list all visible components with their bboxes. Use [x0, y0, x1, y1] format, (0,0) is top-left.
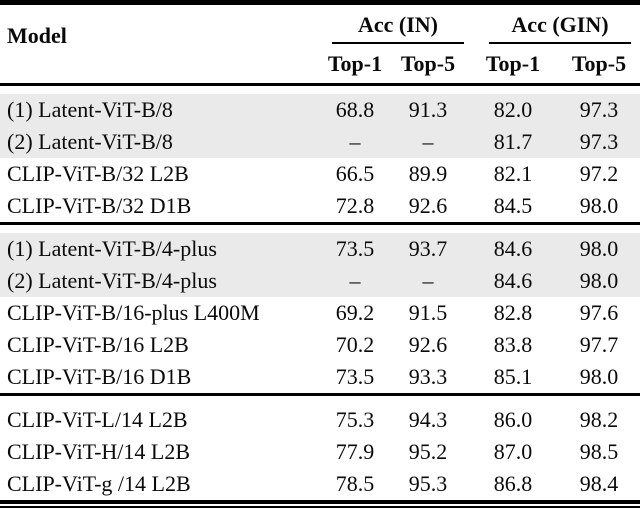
- table-row: CLIP-ViT-L/14 L2B 75.3 94.3 86.0 98.2: [0, 404, 640, 436]
- bottom-rule-thick: [0, 500, 640, 504]
- metric-value: 98.0: [579, 236, 619, 261]
- header-rule: [0, 83, 640, 86]
- model-name: (1) Latent-ViT-B/4-plus: [7, 236, 217, 261]
- table-section-3: CLIP-ViT-L/14 L2B 75.3 94.3 86.0 98.2 CLIP-Vi…: [0, 393, 640, 500]
- metric-value: 77.9: [335, 439, 375, 464]
- bottom-rule-gap: [0, 504, 640, 506]
- metric-value: 97.3: [579, 97, 619, 122]
- table-row: CLIP-ViT-B/16 L2B 70.2 92.6 83.8 97.7: [0, 329, 640, 361]
- table-row: (1) Latent-ViT-B/4-plus 73.5 93.7 84.6 98.0: [0, 233, 640, 265]
- metric-value: 75.3: [335, 407, 375, 432]
- metric-value: 84.5: [493, 193, 533, 218]
- metric-value: 92.6: [408, 332, 448, 357]
- metric-value: 82.8: [493, 300, 533, 325]
- column-header-top1: Top-1: [327, 51, 383, 76]
- metric-value: 73.5: [335, 364, 375, 389]
- metric-value: 91.5: [408, 300, 448, 325]
- group-headers: Acc (IN) Acc (GIN): [322, 5, 640, 44]
- model-name: CLIP-ViT-B/16-plus L400M: [7, 300, 260, 325]
- bottom-rule-thin: [0, 506, 640, 508]
- metric-value: –: [422, 268, 434, 293]
- metric-value: 87.0: [493, 439, 533, 464]
- metric-value: 98.2: [579, 407, 619, 432]
- metric-value: 69.2: [335, 300, 375, 325]
- metric-value: 66.5: [335, 161, 375, 186]
- metric-value: 98.0: [579, 364, 619, 389]
- model-column-spacer: [0, 44, 322, 83]
- metric-value: 98.4: [579, 471, 619, 496]
- table-row: (2) Latent-ViT-B/4-plus – – 84.6 98.0: [0, 265, 640, 297]
- metric-value: 68.8: [335, 97, 375, 122]
- group-header-in: Acc (IN): [322, 5, 468, 44]
- metric-value: 73.5: [335, 236, 375, 261]
- metric-value: 95.3: [408, 471, 448, 496]
- metric-value: 83.8: [493, 332, 533, 357]
- table-row: (2) Latent-ViT-B/8 – – 81.7 97.3: [0, 126, 640, 158]
- metric-value: 97.6: [579, 300, 619, 325]
- metric-value: 97.2: [579, 161, 619, 186]
- table-row: CLIP-ViT-g /14 L2B 78.5 95.3 86.8 98.4: [0, 468, 640, 500]
- metric-value: 94.3: [408, 407, 448, 432]
- table-body: (1) Latent-ViT-B/8 68.8 91.3 82.0 97.3 (2) La…: [0, 86, 640, 500]
- sub-headers: Top-1 Top-5 Top-1 Top-5: [322, 44, 640, 83]
- group-header-row: Acc (IN) Acc (GIN): [0, 5, 640, 44]
- model-name: CLIP-ViT-B/16 L2B: [7, 332, 189, 357]
- metric-value: –: [349, 268, 361, 293]
- metric-value: 97.3: [579, 129, 619, 154]
- metric-value: 81.7: [493, 129, 533, 154]
- model-name: (2) Latent-ViT-B/8: [7, 129, 173, 154]
- column-header-top5: Top-5: [571, 51, 627, 76]
- model-name: CLIP-ViT-H/14 L2B: [7, 439, 191, 464]
- metric-value: 86.8: [493, 471, 533, 496]
- metric-value: 84.6: [493, 236, 533, 261]
- metric-value: 84.6: [493, 268, 533, 293]
- table-row: CLIP-ViT-B/32 D1B 72.8 92.6 84.5 98.0: [0, 190, 640, 222]
- column-header-model: Model: [7, 23, 67, 48]
- metric-value: 98.5: [579, 439, 619, 464]
- top-rule: [0, 0, 640, 5]
- metric-value: 98.0: [579, 193, 619, 218]
- metric-value: 78.5: [335, 471, 375, 496]
- metric-value: 95.2: [408, 439, 448, 464]
- table-section-2: (1) Latent-ViT-B/4-plus 73.5 93.7 84.6 98.0(…: [0, 222, 640, 393]
- table-section-1: (1) Latent-ViT-B/8 68.8 91.3 82.0 97.3 (2) La…: [0, 86, 640, 222]
- model-name: CLIP-ViT-L/14 L2B: [7, 407, 188, 432]
- table-row: CLIP-ViT-B/32 L2B 66.5 89.9 82.1 97.2: [0, 158, 640, 190]
- metric-value: 91.3: [408, 97, 448, 122]
- metric-value: 85.1: [493, 364, 533, 389]
- metric-value: 82.1: [493, 161, 533, 186]
- table-row: CLIP-ViT-B/16 D1B 73.5 93.3 85.1 98.0: [0, 361, 640, 393]
- metric-value: –: [349, 129, 361, 154]
- table-row: CLIP-ViT-H/14 L2B 77.9 95.2 87.0 98.5: [0, 436, 640, 468]
- column-header-top5: Top-5: [400, 51, 456, 76]
- model-name: (2) Latent-ViT-B/4-plus: [7, 268, 217, 293]
- metric-value: 93.7: [408, 236, 448, 261]
- column-header-top1: Top-1: [485, 51, 541, 76]
- model-name: CLIP-ViT-B/16 D1B: [7, 364, 192, 389]
- metric-value: 89.9: [408, 161, 448, 186]
- metric-value: 82.0: [493, 97, 533, 122]
- model-name: CLIP-ViT-B/32 D1B: [7, 193, 192, 218]
- metric-value: 72.8: [335, 193, 375, 218]
- group-label-gin: Acc (GIN): [489, 5, 631, 44]
- table-row: CLIP-ViT-B/16-plus L400M 69.2 91.5 82.8 97.6: [0, 297, 640, 329]
- metric-value: 93.3: [408, 364, 448, 389]
- group-header-gin: Acc (GIN): [468, 5, 640, 44]
- metric-value: 97.7: [579, 332, 619, 357]
- metric-value: 70.2: [335, 332, 375, 357]
- sub-header-row: Top-1 Top-5 Top-1 Top-5: [0, 44, 640, 83]
- group-label-in: Acc (IN): [332, 5, 464, 44]
- metric-value: 86.0: [493, 407, 533, 432]
- metric-value: 92.6: [408, 193, 448, 218]
- model-name: (1) Latent-ViT-B/8: [7, 97, 173, 122]
- table-row: (1) Latent-ViT-B/8 68.8 91.3 82.0 97.3: [0, 94, 640, 126]
- table-header: Model Acc (IN) Acc (GIN) Top-1 Top-5 Top-1 T…: [0, 5, 640, 83]
- model-name: CLIP-ViT-g /14 L2B: [7, 471, 191, 496]
- metric-value: –: [422, 129, 434, 154]
- model-name: CLIP-ViT-B/32 L2B: [7, 161, 189, 186]
- metric-value: 98.0: [579, 268, 619, 293]
